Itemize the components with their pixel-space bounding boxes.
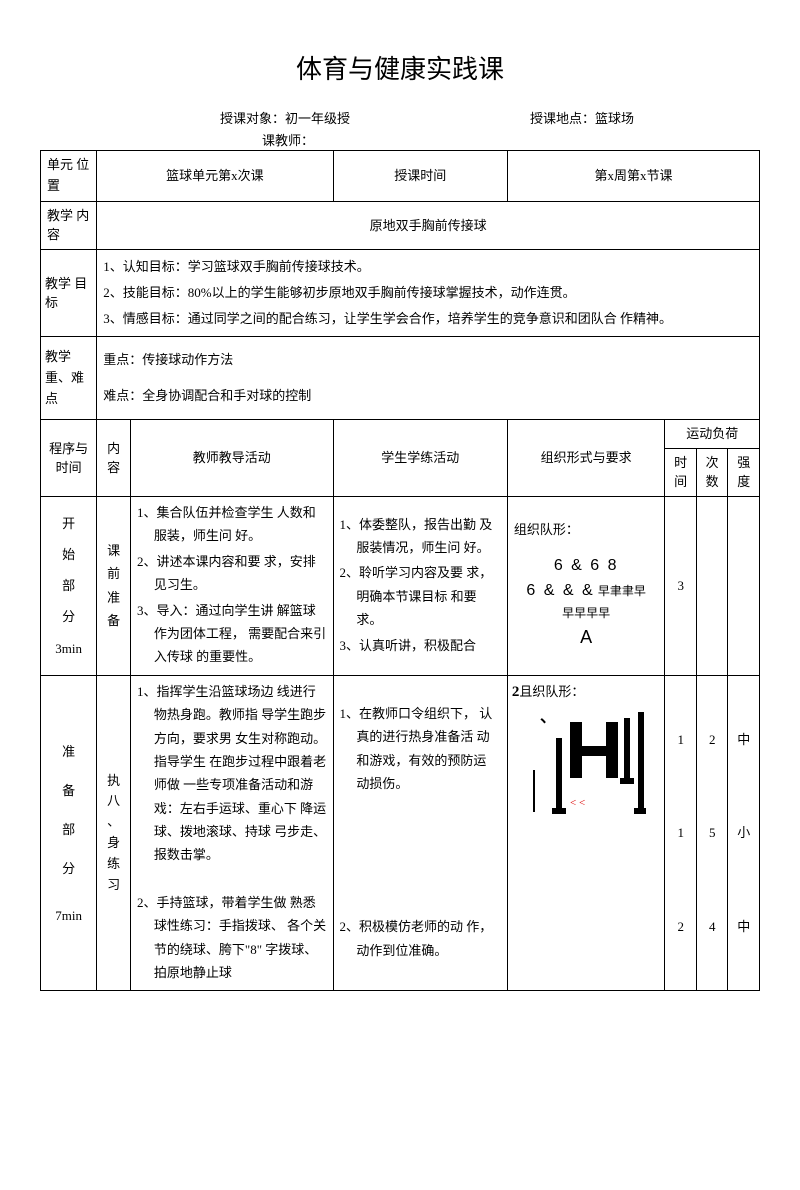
p2-load-count: 2 5 4: [696, 675, 728, 991]
phase2-content-text: 执八、身练习: [103, 771, 124, 896]
hdr-phase: 程序与时间: [41, 420, 97, 497]
hdr-content: 内容: [97, 420, 131, 497]
p2-load-time: 1 1 2: [665, 675, 697, 991]
phase1-content: 课前准备: [97, 496, 131, 675]
teacher-label: 课教师：: [262, 131, 760, 151]
obj-item-3: 3、情感目标：通过同学之间的配合练习，让学生学会合作，培养学生的竞争意识和团队合…: [103, 306, 753, 332]
phase-1-row: 开 始 部 分 3min 课前准备 1、集合队伍并检查学生 人数和服装，师生问 …: [41, 496, 760, 675]
p1-sym2: 6 & & &: [526, 582, 594, 599]
focus-line: 重点：传接球动作方法: [103, 346, 753, 375]
p2-t-l1: 1、指挥学生沿篮球场边 线进行物热身跑。教师指 导学生跑步方向，要求男 女生对称…: [137, 680, 327, 867]
phase1-label: 开 始 部 分 3min: [41, 496, 97, 675]
p2-org-title: 且织队形：: [519, 684, 584, 699]
formation-diagram: 、 < <: [526, 710, 646, 820]
p1-t-l1: 1、集合队伍并检查学生 人数和服装，师生问 好。: [137, 501, 327, 548]
phase1-l3: 分: [47, 601, 90, 632]
p2-t1: 1: [671, 730, 690, 750]
phase1-student: 1、体委整队，报告出勤 及服装情况，师生问 好。 2、聆听学习内容及要 求，明确…: [333, 496, 507, 675]
header-info-row: 授课对象：初一年级授 授课地点：篮球场: [40, 109, 760, 129]
p1-load-time: 3: [665, 496, 697, 675]
content-label: 教学 内容: [41, 201, 97, 250]
row-unit: 单元 位置 篮球单元第x次课 授课时间 第x周第x节课: [41, 151, 760, 202]
hdr-teacher: 教师教导活动: [131, 420, 334, 497]
p1-org-sym5: A: [514, 623, 659, 652]
p1-s-l3: 3、认真听讲，积极配合: [340, 634, 501, 657]
hdr-load: 运动负荷: [665, 420, 760, 449]
p1-t-l3: 3、导入：通过向学生讲 解篮球作为团体工程， 需要配合来引入传球 的重要性。: [137, 599, 327, 669]
hdr-intensity: 强度: [728, 448, 760, 496]
p1-org-row2: 6 & & & 早聿聿早: [514, 578, 659, 604]
unit-course: 篮球单元第x次课: [97, 151, 333, 202]
unit-label: 单元 位置: [41, 151, 97, 202]
p1-s-l1: 1、体委整队，报告出勤 及服装情况，师生问 好。: [340, 513, 501, 560]
phase2-content: 执八、身练习: [97, 675, 131, 991]
target-value: 初一年级授: [285, 111, 350, 126]
p2-i3: 中: [734, 917, 753, 937]
row-focus: 教学重、难点 重点：传接球动作方法 难点：全身协调配合和手对球的控制: [41, 337, 760, 420]
p1-load-intensity: [728, 496, 760, 675]
p2-s-l1: 1、在教师口令组织下， 认真的进行热身准备活 动和游戏，有效的预防运 动损伤。: [340, 702, 501, 796]
p2-s-l2: 2、积极模仿老师的动 作，动作到位准确。: [340, 915, 501, 962]
p1-org-sym4: 早早早早: [514, 604, 659, 623]
phase1-content-text: 课前准备: [103, 539, 124, 633]
phase2-l1: 备: [47, 771, 90, 810]
p2-i2: 小: [734, 823, 753, 843]
focus-content: 重点：传接球动作方法 难点：全身协调配合和手对球的控制: [97, 337, 760, 420]
hdr-org: 组织形式与要求: [507, 420, 665, 497]
phase1-l1: 始: [47, 539, 90, 570]
phase1-l2: 部: [47, 570, 90, 601]
p2-i1: 中: [734, 730, 753, 750]
time-label: 授课时间: [333, 151, 507, 202]
phase2-teacher: 1、指挥学生沿篮球场边 线进行物热身跑。教师指 导学生跑步方向，要求男 女生对称…: [131, 675, 334, 991]
obj-item-2: 2、技能目标：80%以上的学生能够初步原地双手胸前传接球掌握技术，动作连贯。: [103, 280, 753, 306]
p1-t-l2: 2、讲述本课内容和要 求，安排见习生。: [137, 550, 327, 597]
hdr-time: 时间: [665, 448, 697, 496]
objectives-content: 1、认知目标：学习篮球双手胸前传接球技术。 2、技能目标：80%以上的学生能够初…: [97, 250, 760, 337]
row-objectives: 教学 目标 1、认知目标：学习篮球双手胸前传接球技术。 2、技能目标：80%以上…: [41, 250, 760, 337]
p2-c3: 4: [703, 917, 722, 937]
phase2-l2: 部: [47, 810, 90, 849]
obj-item-1: 1、认知目标：学习篮球双手胸前传接球技术。: [103, 254, 753, 280]
phase2-l3: 分: [47, 849, 90, 888]
phase2-label: 准 备 部 分 7min: [41, 675, 97, 991]
unit-period: 第x周第x节课: [507, 151, 759, 202]
difficulty-line: 难点：全身协调配合和手对球的控制: [103, 382, 753, 411]
p2-t-l2: 2、手持篮球，带着学生做 熟悉球性练习：手指拨球、 各个关节的绕球、胯下"8" …: [137, 891, 327, 985]
location-value: 篮球场: [595, 111, 634, 126]
p2-c2: 5: [703, 823, 722, 843]
phase2-org: 2且织队形： 、 < <: [507, 675, 665, 991]
phase2-student: 1、在教师口令组织下， 认真的进行热身准备活 动和游戏，有效的预防运 动损伤。 …: [333, 675, 507, 991]
phase2-l0: 准: [47, 732, 90, 771]
svg-text:< <: < <: [570, 797, 585, 809]
p1-load-count: [696, 496, 728, 675]
focus-label: 教学重、难点: [41, 337, 97, 420]
phase1-l0: 开: [47, 508, 90, 539]
phase2-time: 7min: [47, 896, 90, 935]
svg-text:、: 、: [540, 710, 556, 726]
target-label: 授课对象：: [220, 111, 285, 126]
phase1-org: 组织队形： 6 & 6 8 6 & & & 早聿聿早 早早早早 A: [507, 496, 665, 675]
phase1-time: 3min: [47, 633, 90, 664]
p1-org-title: 组织队形：: [514, 520, 659, 541]
phase-2-row: 准 备 部 分 7min 执八、身练习 1、指挥学生沿篮球场边 线进行物热身跑。…: [41, 675, 760, 991]
page-title: 体育与健康实践课: [40, 50, 760, 89]
objectives-label: 教学 目标: [41, 250, 97, 337]
hdr-count: 次数: [696, 448, 728, 496]
location-label: 授课地点：: [530, 111, 595, 126]
sub-header-row-1: 程序与时间 内容 教师教导活动 学生学练活动 组织形式与要求 运动负荷: [41, 420, 760, 449]
p1-sym3: 早聿聿早: [598, 584, 646, 598]
p2-t2: 1: [671, 823, 690, 843]
lesson-plan-table: 单元 位置 篮球单元第x次课 授课时间 第x周第x节课 教学 内容 原地双手胸前…: [40, 150, 760, 991]
content-value: 原地双手胸前传接球: [97, 201, 760, 250]
p2-t3: 2: [671, 917, 690, 937]
p1-org-sym1: 6 & 6 8: [514, 553, 659, 579]
p1-s-l2: 2、聆听学习内容及要 求，明确本节课目标 和要求。: [340, 561, 501, 631]
row-content: 教学 内容 原地双手胸前传接球: [41, 201, 760, 250]
p2-load-intensity: 中 小 中: [728, 675, 760, 991]
p2-c1: 2: [703, 730, 722, 750]
hdr-student: 学生学练活动: [333, 420, 507, 497]
phase1-teacher: 1、集合队伍并检查学生 人数和服装，师生问 好。 2、讲述本课内容和要 求，安排…: [131, 496, 334, 675]
